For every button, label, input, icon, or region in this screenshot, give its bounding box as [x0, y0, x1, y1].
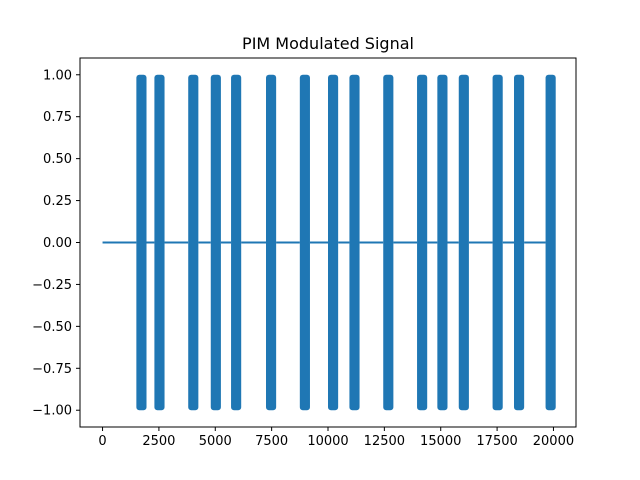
signal-pulse [514, 74, 525, 411]
signal-pulse [417, 74, 428, 411]
y-tick-label: −0.75 [32, 362, 72, 377]
signal-pulse [154, 74, 165, 411]
x-tick-label: 5000 [199, 434, 232, 449]
x-tick-label: 10000 [307, 434, 348, 449]
signal-pulse [328, 74, 339, 411]
chart-title: PIM Modulated Signal [242, 34, 414, 53]
signal-pulse [383, 74, 394, 411]
x-tick-label: 12500 [364, 434, 405, 449]
x-tick-label: 2500 [142, 434, 175, 449]
plot-area [102, 74, 556, 411]
signal-pulse [266, 74, 277, 411]
x-tick-label: 7500 [255, 434, 288, 449]
signal-pulse [458, 74, 469, 411]
signal-pulse [188, 74, 199, 411]
y-axis: 1.00 0.75 0.50 0.25 0.00 −0.25 −0.50 −0.75 −1.00 [32, 68, 80, 419]
signal-pulse [349, 74, 360, 411]
x-tick-label: 0 [98, 434, 106, 449]
x-axis: 0 2500 5000 7500 10000 12500 15000 17500 20000 [98, 427, 574, 449]
y-tick-label: 0.50 [43, 152, 72, 167]
signal-pulse [299, 74, 310, 411]
x-tick-label: 15000 [420, 434, 461, 449]
signal-pulse [210, 74, 221, 411]
y-tick-label: 0.25 [43, 194, 72, 209]
y-tick-label: 0.00 [43, 236, 72, 251]
y-tick-label: −1.00 [32, 404, 72, 419]
x-tick-label: 20000 [533, 434, 574, 449]
signal-pulse [437, 74, 448, 411]
y-tick-label: 0.75 [43, 110, 72, 125]
signal-pulse [492, 74, 503, 411]
y-tick-label: 1.00 [43, 68, 72, 83]
signal-pulse [231, 74, 242, 411]
x-tick-label: 17500 [476, 434, 517, 449]
y-tick-label: −0.25 [32, 278, 72, 293]
signal-pulse [545, 74, 556, 411]
signal-pulse [136, 74, 147, 411]
y-tick-label: −0.50 [32, 320, 72, 335]
